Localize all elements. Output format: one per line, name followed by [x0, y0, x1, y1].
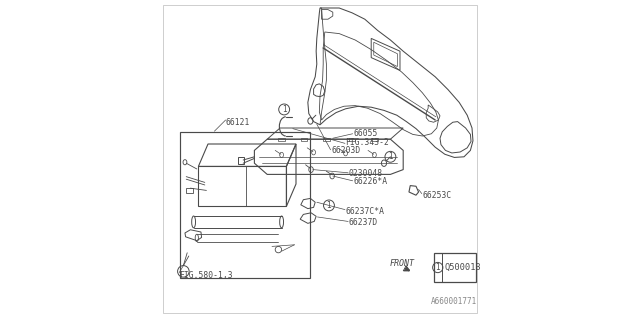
Text: A660001771: A660001771 — [430, 297, 477, 306]
Text: FIG.580-1,3: FIG.580-1,3 — [179, 271, 233, 280]
Bar — [301, 138, 307, 141]
Bar — [180, 132, 310, 278]
Text: 66203D: 66203D — [332, 146, 360, 155]
Text: FRONT: FRONT — [390, 260, 415, 268]
Text: 66253C: 66253C — [422, 191, 452, 200]
Text: 66237C*A: 66237C*A — [346, 207, 385, 216]
Text: 66226*A: 66226*A — [354, 177, 388, 186]
Text: 66237D: 66237D — [349, 218, 378, 227]
Text: Q500013: Q500013 — [445, 263, 481, 272]
Text: FIG.343-2: FIG.343-2 — [346, 138, 390, 147]
Bar — [349, 138, 355, 141]
Bar — [278, 138, 285, 141]
Text: 1: 1 — [388, 152, 393, 161]
Bar — [239, 157, 244, 164]
Text: 66121: 66121 — [226, 118, 250, 127]
Text: 1: 1 — [435, 263, 440, 272]
Bar — [323, 138, 330, 141]
Bar — [434, 253, 476, 282]
Text: 1: 1 — [282, 105, 287, 114]
Text: 0230048: 0230048 — [349, 169, 383, 178]
Text: 66055: 66055 — [354, 129, 378, 138]
Text: 1: 1 — [326, 201, 332, 210]
Bar — [371, 138, 378, 141]
Bar — [186, 188, 193, 193]
